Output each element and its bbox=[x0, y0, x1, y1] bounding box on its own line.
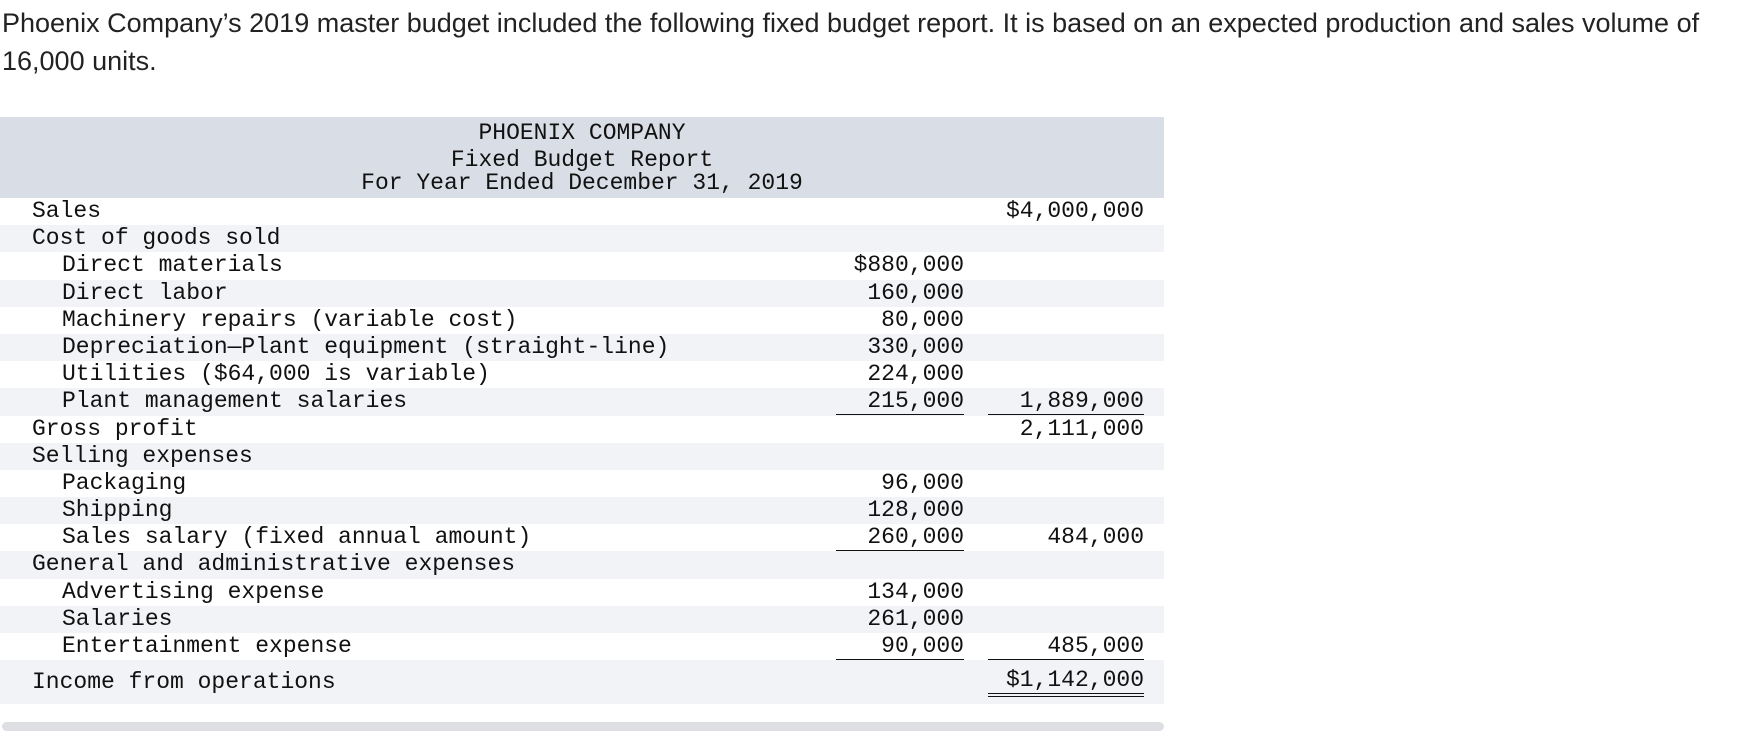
row-label: Cost of goods sold bbox=[32, 225, 281, 252]
row-label: Sales salary (fixed annual amount) bbox=[62, 524, 532, 551]
row-sales: Sales $4,000,000 bbox=[0, 198, 1164, 225]
row-plant-management-salaries: Plant management salaries 215,000 1,889,… bbox=[0, 388, 1164, 416]
row-label: Machinery repairs (variable cost) bbox=[62, 306, 518, 333]
row-utilities: Utilities ($64,000 is variable) 224,000 bbox=[0, 361, 1164, 388]
row-general-admin-expenses: General and administrative expenses bbox=[0, 551, 1164, 579]
detail-value: 261,000 bbox=[867, 605, 964, 632]
total-value: $1,142,000 bbox=[988, 668, 1144, 698]
detail-value: 330,000 bbox=[867, 333, 964, 360]
row-label: Advertising expense bbox=[62, 578, 325, 605]
row-selling-expenses: Selling expenses bbox=[0, 442, 1164, 470]
row-depreciation: Depreciation—Plant equipment (straight-l… bbox=[0, 333, 1164, 362]
horizontal-scrollbar[interactable] bbox=[2, 722, 1164, 731]
row-gross-profit: Gross profit 2,111,000 bbox=[0, 416, 1164, 443]
row-label: General and administrative expenses bbox=[32, 551, 516, 578]
intro-text: Phoenix Company’s 2019 master budget inc… bbox=[2, 8, 1700, 76]
total-value: 2,111,000 bbox=[1019, 415, 1144, 442]
row-label: Gross profit bbox=[32, 415, 198, 442]
row-direct-materials: Direct materials $880,000 bbox=[0, 252, 1164, 279]
row-label: Income from operations bbox=[32, 669, 336, 696]
row-label: Entertainment expense bbox=[62, 633, 352, 659]
row-cost-of-goods-sold: Cost of goods sold bbox=[0, 225, 1164, 253]
detail-value: 160,000 bbox=[867, 279, 964, 306]
row-label: Shipping bbox=[62, 497, 173, 524]
row-label: Plant management salaries bbox=[62, 388, 408, 415]
row-label: Salaries bbox=[62, 605, 173, 632]
detail-value: 224,000 bbox=[867, 361, 964, 388]
row-direct-labor: Direct labor 160,000 bbox=[0, 279, 1164, 307]
row-label: Depreciation—Plant equipment (straight-l… bbox=[62, 333, 670, 360]
row-packaging: Packaging 96,000 bbox=[0, 470, 1164, 497]
row-entertainment-expense: Entertainment expense 90,000 485,000 bbox=[0, 633, 1164, 660]
row-label: Selling expenses bbox=[32, 442, 253, 469]
report-header: PHOENIX COMPANY Fixed Budget Report For … bbox=[0, 117, 1164, 198]
row-income-from-operations: Income from operations $1,142,000 bbox=[0, 660, 1164, 705]
detail-value: $880,000 bbox=[853, 252, 964, 279]
row-label: Packaging bbox=[62, 469, 187, 496]
total-value: 1,889,000 bbox=[988, 389, 1144, 416]
total-value: $4,000,000 bbox=[1005, 198, 1144, 224]
total-value: 484,000 bbox=[1047, 524, 1144, 551]
report-period: For Year Ended December 31, 2019 bbox=[361, 170, 803, 196]
detail-value: 128,000 bbox=[867, 497, 964, 524]
fixed-budget-report: PHOENIX COMPANY Fixed Budget Report For … bbox=[0, 117, 1164, 705]
row-sales-salary: Sales salary (fixed annual amount) 260,0… bbox=[0, 524, 1164, 552]
detail-value: 134,000 bbox=[867, 578, 964, 605]
row-shipping: Shipping 128,000 bbox=[0, 497, 1164, 525]
total-value: 485,000 bbox=[988, 634, 1144, 660]
row-label: Direct labor bbox=[62, 279, 228, 306]
row-label: Utilities ($64,000 is variable) bbox=[62, 361, 490, 388]
detail-value: 80,000 bbox=[881, 306, 964, 333]
report-title: Fixed Budget Report bbox=[450, 147, 714, 173]
detail-value: 215,000 bbox=[836, 389, 964, 416]
company-name: PHOENIX COMPANY bbox=[478, 120, 686, 146]
row-machinery-repairs: Machinery repairs (variable cost) 80,000 bbox=[0, 307, 1164, 334]
detail-value: 90,000 bbox=[836, 634, 964, 660]
row-salaries: Salaries 261,000 bbox=[0, 605, 1164, 633]
row-label: Direct materials bbox=[62, 252, 283, 279]
detail-value: 260,000 bbox=[836, 525, 964, 552]
detail-value: 96,000 bbox=[881, 469, 964, 496]
row-label: Sales bbox=[32, 198, 102, 224]
row-advertising-expense: Advertising expense 134,000 bbox=[0, 579, 1164, 606]
